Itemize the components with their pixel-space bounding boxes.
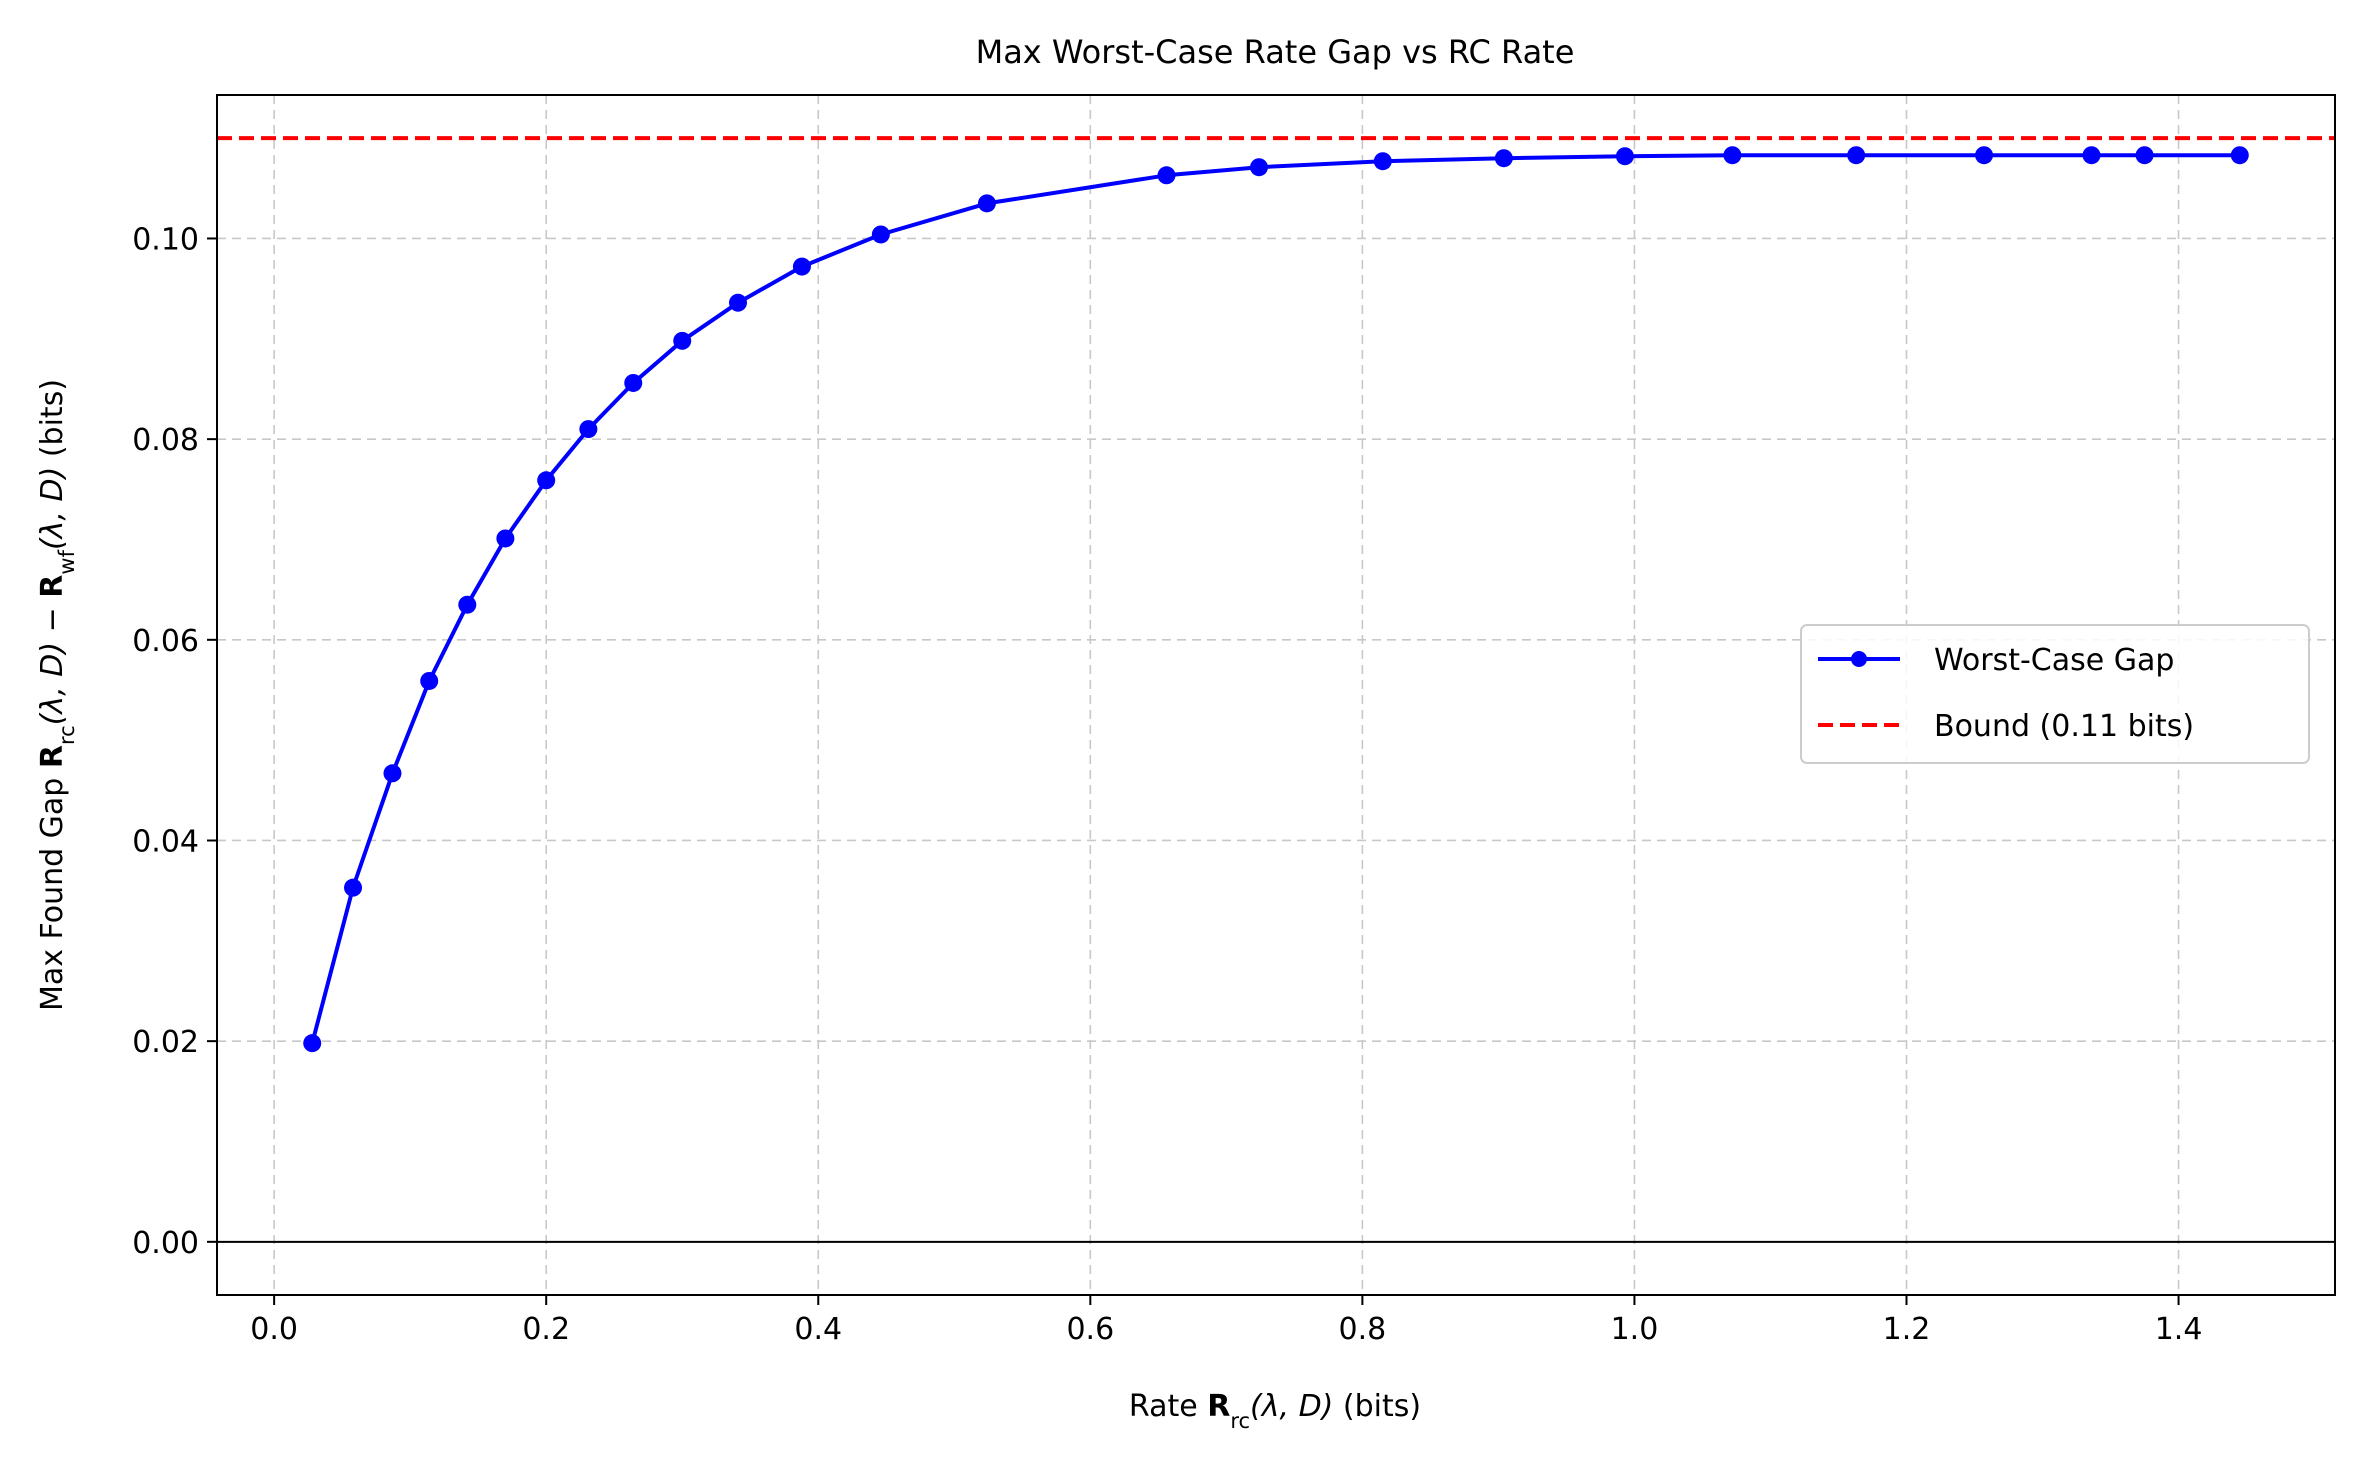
worst-case-gap-point <box>1373 152 1392 171</box>
worst-case-gap-point <box>1615 147 1634 166</box>
x-axis-ticks: 0.0 0.2 0.4 0.6 0.8 1.0 1.2 1.4 <box>250 1295 2202 1347</box>
x-tick-label: 1.4 <box>2155 1312 2203 1347</box>
worst-case-gap-point <box>728 293 747 312</box>
x-axis-label-subscript: rc <box>1230 1409 1250 1433</box>
chart-title: Max Worst-Case Rate Gap vs RC Rate <box>976 33 1575 71</box>
y-tick-label: 0.06 <box>132 624 199 659</box>
plot-frame <box>216 94 2336 1296</box>
legend: Worst-Case Gap Bound (0.11 bits) <box>1800 624 2310 764</box>
y-axis-label-subscript-1: rc <box>55 725 79 745</box>
worst-case-gap-point <box>977 194 996 213</box>
worst-case-gap-point <box>871 225 890 244</box>
worst-case-gap-point <box>1723 146 1742 165</box>
x-tick-label: 0.6 <box>1066 1312 1114 1347</box>
legend-box <box>1800 624 2310 764</box>
x-tick-label: 0.8 <box>1339 1312 1387 1347</box>
y-tick-label: 0.00 <box>132 1226 199 1261</box>
worst-case-gap-point <box>420 671 439 690</box>
legend-label-bound: Bound (0.11 bits) <box>1934 709 2194 744</box>
y-tick-label: 0.08 <box>132 423 199 458</box>
x-axis-label-args: (λ, D) <box>1250 1389 1333 1424</box>
worst-case-gap-point <box>383 764 402 783</box>
x-tick-label: 1.0 <box>1611 1312 1659 1347</box>
x-tick-label: 0.2 <box>522 1312 570 1347</box>
y-tick-label: 0.10 <box>132 222 199 257</box>
x-axis-label-suffix: (bits) <box>1333 1389 1421 1424</box>
y-axis-label-args-2: (λ, D) <box>35 467 70 550</box>
worst-case-gap-point <box>579 420 598 439</box>
legend-marker-worst-case-gap <box>1851 651 1867 667</box>
y-axis-label: Max Found Gap Rrc(λ, D) − Rwf(λ, D) (bit… <box>35 379 79 1011</box>
y-tick-label: 0.02 <box>132 1025 199 1060</box>
y-axis-label-subscript-2: wf <box>55 549 79 574</box>
y-axis-label-args-1: (λ, D) <box>35 642 70 725</box>
worst-case-gap-point <box>2082 146 2101 165</box>
worst-case-gap-point <box>624 373 643 392</box>
worst-case-gap-point <box>792 257 811 276</box>
y-axis-label-symbol-1: R <box>35 745 70 768</box>
worst-case-gap-point <box>303 1034 322 1053</box>
worst-case-gap-point <box>1975 146 1994 165</box>
worst-case-gap-point <box>344 878 363 897</box>
y-axis-label-symbol-2: R <box>35 575 70 598</box>
x-axis-label-prefix: Rate <box>1129 1389 1207 1424</box>
y-axis-label-minus: − <box>35 598 70 642</box>
x-axis-label-symbol: R <box>1207 1389 1230 1424</box>
x-tick-label: 0.4 <box>794 1312 842 1347</box>
x-tick-label: 1.2 <box>1883 1312 1931 1347</box>
worst-case-gap-point <box>673 331 692 350</box>
series-group <box>217 136 2335 1053</box>
y-axis-ticks: 0.00 0.02 0.04 0.06 0.08 0.10 <box>132 222 217 1261</box>
legend-label-worst-case-gap: Worst-Case Gap <box>1934 643 2174 678</box>
worst-case-gap-point <box>1157 166 1176 185</box>
worst-case-gap-point <box>1249 158 1268 177</box>
y-axis-label-prefix: Max Found Gap <box>35 768 70 1011</box>
y-axis-label-suffix: (bits) <box>35 379 70 467</box>
worst-case-gap-point <box>458 595 477 614</box>
worst-case-gap-point <box>1847 146 1866 165</box>
worst-case-gap-point <box>496 529 515 548</box>
worst-case-gap-point <box>2230 146 2249 165</box>
y-tick-label: 0.04 <box>132 824 199 859</box>
x-axis-label: Rate Rrc(λ, D) (bits) <box>1129 1389 1421 1433</box>
worst-case-gap-point <box>537 471 556 490</box>
worst-case-gap-point <box>1494 149 1513 168</box>
worst-case-gap-point <box>2135 146 2154 165</box>
x-tick-label: 0.0 <box>250 1312 298 1347</box>
